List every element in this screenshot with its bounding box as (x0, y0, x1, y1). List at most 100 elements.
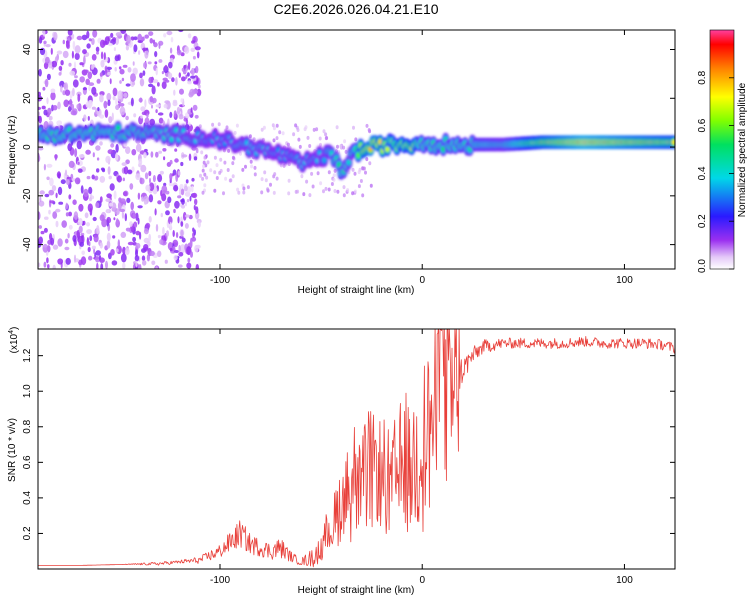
spectrogram-noise-dot (253, 172, 257, 177)
colorbar-tick-label: 0.0 (697, 259, 708, 273)
spectrogram-noise-dot (353, 189, 357, 194)
spectrogram-noise-dot (137, 205, 143, 209)
spectrogram-noise-dot (195, 65, 199, 74)
spectrogram-noise-dot (45, 56, 50, 64)
spectrogram-noise-dot (79, 241, 85, 247)
spectrogram-noise-dot (130, 36, 135, 41)
spectrogram-noise-dot (72, 235, 77, 243)
spectrogram-noise-dot (88, 255, 93, 261)
spectrogram-noise-dot (86, 43, 91, 49)
spectrogram-noise-dot (361, 193, 365, 198)
spectrogram-noise-dot (260, 127, 264, 132)
spectrogram-noise-dot (152, 175, 156, 183)
spectrogram-noise-dot (190, 251, 193, 258)
colorbar-tick-label: 0.4 (697, 166, 708, 180)
spectrogram-noise-dot (67, 233, 70, 239)
spectrogram-noise-dot (186, 199, 190, 203)
spectrogram-noise-dot (131, 166, 135, 173)
spectrogram-noise-dot (147, 61, 152, 65)
spectrogram-noise-dot (72, 199, 77, 205)
spectrogram-noise-dot (43, 163, 47, 171)
spectrogram-noise-dot (71, 50, 74, 59)
spectrogram-noise-dot (138, 264, 142, 269)
spectrogram-noise-dot (148, 216, 152, 223)
spectrogram-noise-dot (169, 111, 173, 118)
spectrogram-noise-dot (81, 234, 85, 244)
spectrogram-noise-dot (242, 190, 246, 195)
spectrogram-noise-dot (272, 138, 276, 143)
spectrogram-x-ticks: -100 0 100 (210, 30, 633, 286)
spectrogram-noise-dot (161, 193, 167, 202)
spectrogram-noise-dot (294, 123, 298, 128)
spectrogram-noise-dot (76, 229, 81, 239)
spectrogram-noise-dot (272, 126, 276, 131)
spectrogram-noise-dot (54, 154, 58, 161)
spectrogram-noise-dot (69, 90, 73, 99)
spectrogram-noise-dot (67, 30, 73, 36)
spectrogram-noise-dot (95, 202, 100, 209)
spectrogram-noise-dot (125, 45, 129, 51)
spectrogram-noise-dot (66, 178, 70, 186)
spectrogram-noise-dot (38, 262, 41, 268)
spectrogram-noise-dot (72, 40, 76, 50)
spectrogram-noise-dot (142, 260, 147, 266)
spectrogram-noise-dot (180, 161, 184, 167)
spectrogram-noise-dot (178, 30, 184, 33)
spectrogram-noise-dot (122, 177, 126, 182)
spectrogram-noise-dot (88, 38, 92, 42)
spectrogram-noise-dot (195, 148, 199, 154)
spectrogram-noise-dot (192, 89, 198, 95)
spectrogram-noise-dot (209, 168, 213, 173)
spectrogram-noise-dot (157, 250, 162, 258)
spectrogram-noise-dot (83, 114, 87, 122)
spectrogram-noise-dot (109, 202, 113, 207)
snr-x-tick-label: -100 (210, 575, 230, 586)
spectrogram-noise-dot (91, 174, 95, 180)
spectrogram-noise-dot (169, 159, 173, 165)
spectrogram-noise-dot (260, 177, 264, 182)
spectrogram-noise-dot (246, 185, 250, 190)
spectrogram-noise-dot (104, 109, 109, 118)
spectrogram-noise-dot (138, 50, 141, 55)
spectrogram-noise-dot (74, 45, 81, 54)
spectrogram-noise-dot (120, 231, 127, 238)
spectrogram-noise-dot (43, 109, 48, 116)
spectrogram-noise-dot (180, 52, 185, 57)
spectrogram-noise-dot (365, 123, 369, 128)
spectrogram-noise-dot (114, 152, 119, 161)
spectrogram-noise-dot (157, 200, 162, 205)
spectrogram-noise-dot (99, 141, 103, 146)
ridge-core (169, 136, 174, 142)
spectrogram-noise-dot (79, 62, 84, 66)
spectrogram-noise-dot (318, 136, 322, 141)
spectrogram-noise-dot (143, 152, 147, 159)
spectrogram-noise-dot (319, 181, 323, 186)
snr-series-line (38, 329, 675, 568)
spectrogram-noise-dot (53, 31, 58, 41)
spectrogram-noise-dot (111, 112, 114, 121)
spectrogram-noise-dot (351, 191, 355, 196)
spectrogram-noise-dot (42, 244, 48, 248)
spectrogram-noise-dot (38, 36, 43, 44)
spectrogram-noise-dot (203, 155, 207, 160)
spectrogram-noise-dot (48, 115, 53, 121)
spectrogram-noise-dot (64, 89, 71, 96)
spectrogram-noise-dot (99, 39, 106, 48)
spectrogram-noise-dot (139, 78, 145, 87)
spectrogram-noise-dot (78, 218, 83, 226)
spectrogram-noise-dot (56, 50, 63, 55)
spectrogram-noise-dot (164, 64, 168, 71)
spectrogram-noise-dot (333, 189, 337, 193)
spectrogram-noise-dot (184, 223, 189, 229)
spectrogram-y-ticks: -40 -20 0 20 40 (22, 44, 675, 252)
spectrogram-noise-dot (129, 183, 134, 190)
spectrogram-noise-dot (61, 220, 67, 228)
spectrogram-noise-dot (103, 52, 106, 61)
spectrogram-noise-dot (164, 79, 170, 83)
spectrogram-noise-dot (173, 110, 177, 118)
ridge-core (385, 146, 390, 152)
spectrogram-noise-dot (312, 127, 316, 132)
spectrogram-noise-dot (171, 77, 175, 83)
spectrogram-noise-dot (46, 73, 51, 81)
spectrogram-noise-dot (48, 189, 55, 196)
